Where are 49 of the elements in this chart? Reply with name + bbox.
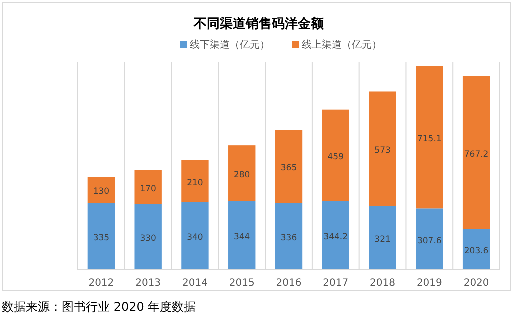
x-tick-label: 2015 xyxy=(229,278,255,289)
bar xyxy=(322,110,350,202)
data-label: 767.2 xyxy=(464,150,489,160)
source-note: 数据来源：图书行业 2020 年度数据 xyxy=(2,300,196,314)
x-tick-label: 2013 xyxy=(136,278,162,289)
legend-label: 线上渠道（亿元） xyxy=(302,39,382,51)
bar xyxy=(369,206,396,270)
data-label: 459 xyxy=(328,152,344,163)
data-label: 307.6 xyxy=(417,236,442,246)
x-tick-label: 2016 xyxy=(276,278,302,289)
bar xyxy=(322,201,350,270)
data-label: 344 xyxy=(234,232,250,243)
data-label: 330 xyxy=(140,234,156,244)
data-label: 280 xyxy=(234,170,250,180)
x-tick-label: 2018 xyxy=(370,278,396,289)
bar xyxy=(88,177,116,204)
bar xyxy=(134,170,162,204)
data-label: 335 xyxy=(93,234,110,244)
data-label: 340 xyxy=(187,233,204,244)
data-label: 344.2 xyxy=(324,232,348,243)
x-tick-label: 2019 xyxy=(416,278,442,289)
x-tick-label: 2017 xyxy=(323,278,349,289)
bar xyxy=(462,76,490,230)
bar xyxy=(462,229,490,270)
data-label: 170 xyxy=(140,184,156,194)
x-tick-label: 2012 xyxy=(88,278,114,289)
data-label: 130 xyxy=(93,187,110,198)
x-tick-label: 2014 xyxy=(182,278,208,289)
data-label: 203.6 xyxy=(464,246,489,257)
legend-label: 线下渠道（亿元） xyxy=(190,39,270,51)
bar xyxy=(416,208,444,270)
data-label: 715.1 xyxy=(417,134,442,144)
bar xyxy=(88,203,116,270)
bar xyxy=(416,66,444,209)
data-label: 365 xyxy=(280,164,298,174)
data-label: 573 xyxy=(374,146,391,156)
bar xyxy=(228,146,256,202)
chart-title: 不同渠道销售码洋金额 xyxy=(193,16,325,32)
bar xyxy=(275,203,303,270)
bar xyxy=(275,130,303,204)
bar xyxy=(228,201,256,270)
bar xyxy=(134,204,162,270)
x-tick-label: 2020 xyxy=(464,278,490,289)
bar xyxy=(182,202,209,270)
bar xyxy=(182,160,209,202)
bar xyxy=(369,92,396,206)
data-label: 336 xyxy=(280,234,298,244)
data-label: 321 xyxy=(374,234,391,245)
data-label: 210 xyxy=(187,178,204,188)
